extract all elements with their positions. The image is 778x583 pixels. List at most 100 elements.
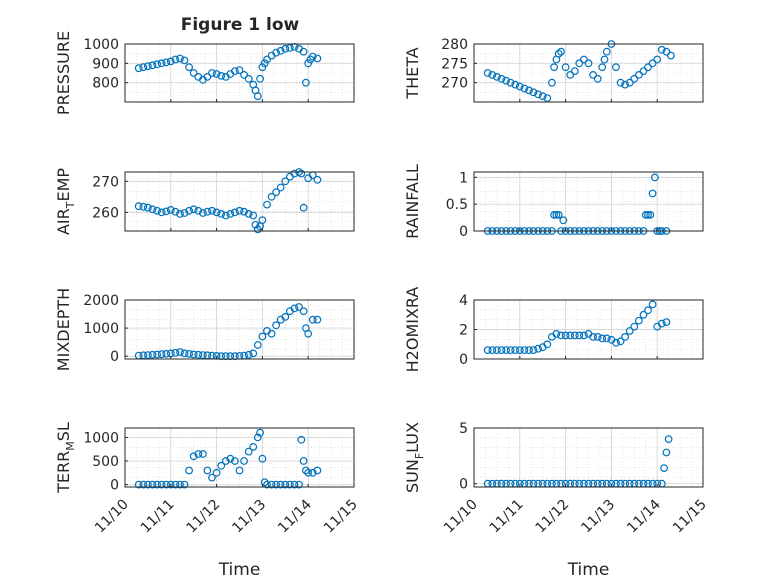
data-point [249,443,258,451]
data-point [217,71,226,80]
data-point [630,322,639,331]
data-point [616,337,625,346]
data-point [660,464,668,473]
data-point [584,59,593,68]
data-point [290,480,299,489]
y-tick-label: 0 [459,477,468,493]
data-point [143,62,152,71]
data-point [304,59,313,68]
data-point [217,461,226,470]
x-axis-label: Time [218,560,261,580]
data-point [548,78,556,87]
data-point [267,480,276,489]
data-point [644,63,652,72]
data-point [525,86,533,95]
subplot-mixdepth: 0 1000 2000 MIXDEPTH [54,288,355,371]
data-point [194,206,203,215]
data-point [525,346,533,355]
data-point [529,88,538,97]
data-point [272,480,281,489]
data-point [566,331,575,340]
data-point [552,210,561,219]
data-point [185,206,194,215]
data-point [272,48,281,57]
data-point [166,480,175,489]
y-tick-label: 900 [92,56,119,72]
data-point [515,346,524,355]
data-point [635,316,643,325]
data-point [198,450,207,458]
data-point [561,63,570,72]
data-point [561,331,570,340]
data-point [497,74,506,83]
data-point [267,192,276,201]
data-point [272,321,281,330]
data-point [299,47,308,56]
data-point [157,208,166,217]
data-point [244,74,253,83]
data-point [171,348,180,357]
data-point [281,313,290,321]
data-point [580,55,588,64]
y-tick-label: 800 [92,76,119,92]
y-axis-label: MIXDEPTH [54,288,73,371]
data-point [249,211,258,220]
data-point [143,480,152,489]
data-point [520,84,529,93]
y-tick-label: 0.5 [446,197,468,213]
data-point [162,58,171,67]
data-point [189,69,198,77]
y-tick-label: 2000 [83,293,119,309]
y-axis-label: SUNFLUX [403,422,426,493]
y-tick-label: 275 [441,56,468,72]
data-point [557,47,565,56]
data-point [612,338,620,347]
y-tick-label: 270 [92,174,119,190]
y-axis-label: AIRTEMP [54,168,77,235]
data-point [276,183,285,192]
data-point [235,206,244,215]
data-point [566,70,575,79]
data-point [295,480,303,489]
data-point [185,466,194,475]
y-axis-label: THETA [403,47,422,99]
y-tick-label: 0 [110,349,119,365]
data-point [506,346,515,355]
data-point [253,341,262,349]
data-point [148,205,157,214]
y-tick-label: 270 [441,76,468,92]
data-point [263,55,271,64]
data-point [194,350,203,359]
data-point [313,175,322,184]
data-point [313,466,322,475]
data-point [511,80,520,89]
data-point [153,60,162,69]
data-point [667,51,675,60]
data-point [502,346,511,355]
data-point [226,454,235,463]
data-point [263,200,271,209]
y-tick-label: 260 [92,205,119,221]
data-point [162,480,171,489]
data-point [171,55,180,64]
data-point [139,202,148,211]
data-point [657,45,666,54]
data-point [217,209,226,218]
y-tick-label: 5 [459,421,468,437]
data-point [554,210,563,219]
data-point [570,331,579,340]
data-point [249,349,258,358]
data-point [240,207,249,216]
data-point [258,454,267,463]
data-point [543,340,552,349]
x-axis-label: Time [567,560,610,580]
data-point [153,206,162,215]
data-point [153,480,162,489]
data-point [148,350,157,359]
figure-title: Figure 1 low [181,15,300,35]
subplot-air-temp: 260 270 AIRTEMP [54,168,355,235]
data-point [208,206,216,215]
data-point [657,319,666,328]
data-point [593,74,602,83]
data-point [302,78,310,87]
